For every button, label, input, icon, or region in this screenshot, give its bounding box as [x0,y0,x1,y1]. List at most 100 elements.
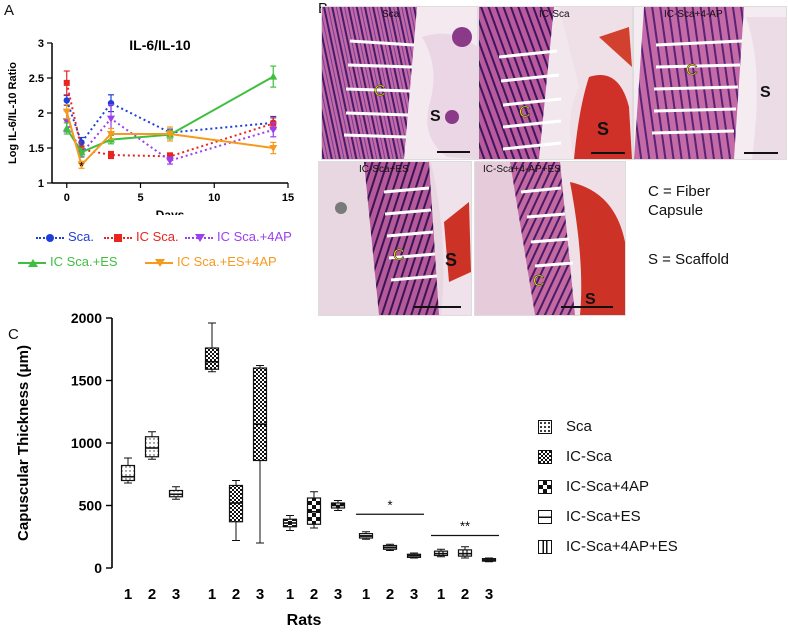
marker-c: C [393,247,405,264]
legend-item-ic-sca: IC Sca. [104,229,179,244]
data-point [108,152,114,158]
data-point [77,161,86,169]
x-tick-label: 2 [148,586,156,603]
legend-label: IC-Sca+4AP+ES [566,538,678,555]
legend-item-ic-sca-4ap-es: IC-Sca+4AP+ES [538,538,678,555]
panel-label-a: A [4,2,15,19]
legend-item-sca: Sca [538,418,592,435]
data-point [269,72,278,80]
data-point [167,153,173,160]
series-line-1 [65,82,274,158]
y-axis-title: Capuscular Thickness (μm) [15,345,32,541]
y-tick-label: 2 [38,108,44,120]
x-tick-label: 0 [64,192,70,204]
x-axis-title: Days [156,208,185,215]
x-tick-label: 3 [172,586,180,603]
marker-c: C [533,273,545,290]
box [204,347,220,370]
box [252,367,268,462]
legend-swatch [538,450,552,465]
data-point [63,97,70,104]
histology-image-ic-sca-4ap-es: C S IC-Sca+4-AP+ES [474,161,626,316]
x-tick-label: 1 [362,586,370,603]
data-point [166,157,174,165]
panel-label-c: C [8,326,19,343]
legend-swatch [538,480,552,495]
x-tick-label: 2 [386,586,394,603]
legend-item-ic-sca-es-4ap: IC Sca.+ES+4AP [145,254,277,269]
significance-mark: * [79,159,84,173]
data-point [63,79,70,86]
legend-label: IC Sca.+4AP [217,229,292,244]
x-tick-label: 3 [256,586,264,603]
legend-item-sca: Sca. [36,229,94,244]
y-tick-label: 2000 [71,310,102,326]
legend-label: IC Sca. [136,229,179,244]
data-point [269,145,278,152]
y-tick-label: 1500 [71,373,102,389]
note-s-definition: S = Scaffold [648,251,730,268]
legend-label: Sca [566,418,592,435]
x-tick-label: 3 [485,586,493,603]
legend-item-ic-sca-4ap: IC-Sca+4AP [538,478,649,495]
data-point [62,108,71,116]
image-caption: IC-Sca+4-AP [664,9,723,20]
legend-item-ic-sca-4ap: IC Sca.+4AP [185,229,292,244]
legend-label: IC Sca.+ES [50,254,118,269]
y-tick-label: 500 [79,498,103,514]
histology-image-ic-sca: C S IC-Sca [478,6,633,160]
x-tick-label: 3 [410,586,418,603]
y-tick-label: 0 [94,560,102,576]
legend-swatch [538,420,552,435]
legend-item-ic-sca-es: IC-Sca+ES [538,508,641,525]
data-point [269,126,278,134]
legend-label: IC-Sca [566,448,612,465]
x-axis-title: Rats [287,612,322,629]
data-point [77,148,86,156]
marker-s: S [585,291,596,308]
legend-item-ic-sca: IC-Sca [538,448,612,465]
x-tick-label: 3 [334,586,342,603]
data-point [62,124,71,132]
y-tick-label: 1 [38,178,44,190]
x-tick-label: 1 [437,586,445,603]
note-c-line2: Capsule [648,202,704,219]
data-point [107,131,115,138]
box [144,436,160,458]
box [120,464,136,482]
capsular-thickness-box-chart: 0 500 1000 1500 2000 Capuscular Thickness (μm… [15,310,499,629]
significance-mark: * [387,497,392,512]
data-point [166,131,174,138]
data-point [107,115,115,123]
marker-s: S [445,250,457,270]
legend-swatch [538,510,552,525]
x-tick-label: 1 [286,586,294,603]
histology-image-ic-sca-es: C S IC-Sca+ES [318,161,472,316]
significance-mark: ** [460,519,470,534]
x-tick-label: 2 [232,586,240,603]
x-tick-label: 15 [282,192,294,204]
x-tick-label: 2 [310,586,318,603]
marker-s: S [430,108,441,125]
legend-item-ic-sca-es: IC Sca.+ES [18,254,118,269]
marker-s: S [597,119,609,139]
marker-c: C [374,83,386,100]
marker-s: S [760,84,771,101]
legend-label: IC Sca.+ES+4AP [177,254,277,269]
y-tick-label: 3 [38,38,44,50]
y-axis-title: Log IL-6/IL-10 Ratio [7,62,19,164]
note-c-definition: C = Fiber Capsule [648,182,710,220]
il6-il10-line-chart: 1 1.5 2 2.5 3 0 5 10 15 Days Log IL-6/IL-10 Ratio I… [7,37,294,215]
x-tick-label: 1 [124,586,132,603]
y-tick-label: 1000 [71,435,102,451]
note-c-line1: C = Fiber [648,183,711,200]
marker-c: C [686,62,698,79]
image-caption: IC-Sca [539,9,570,20]
legend-swatch [538,540,552,555]
y-tick-label: 1.5 [29,143,44,155]
chart-title: IL-6/IL-10 [129,37,191,53]
marker-c: C [519,104,531,121]
x-tick-label: 1 [208,586,216,603]
image-caption: Sca [382,9,400,20]
legend-label: IC-Sca+4AP [566,478,649,495]
